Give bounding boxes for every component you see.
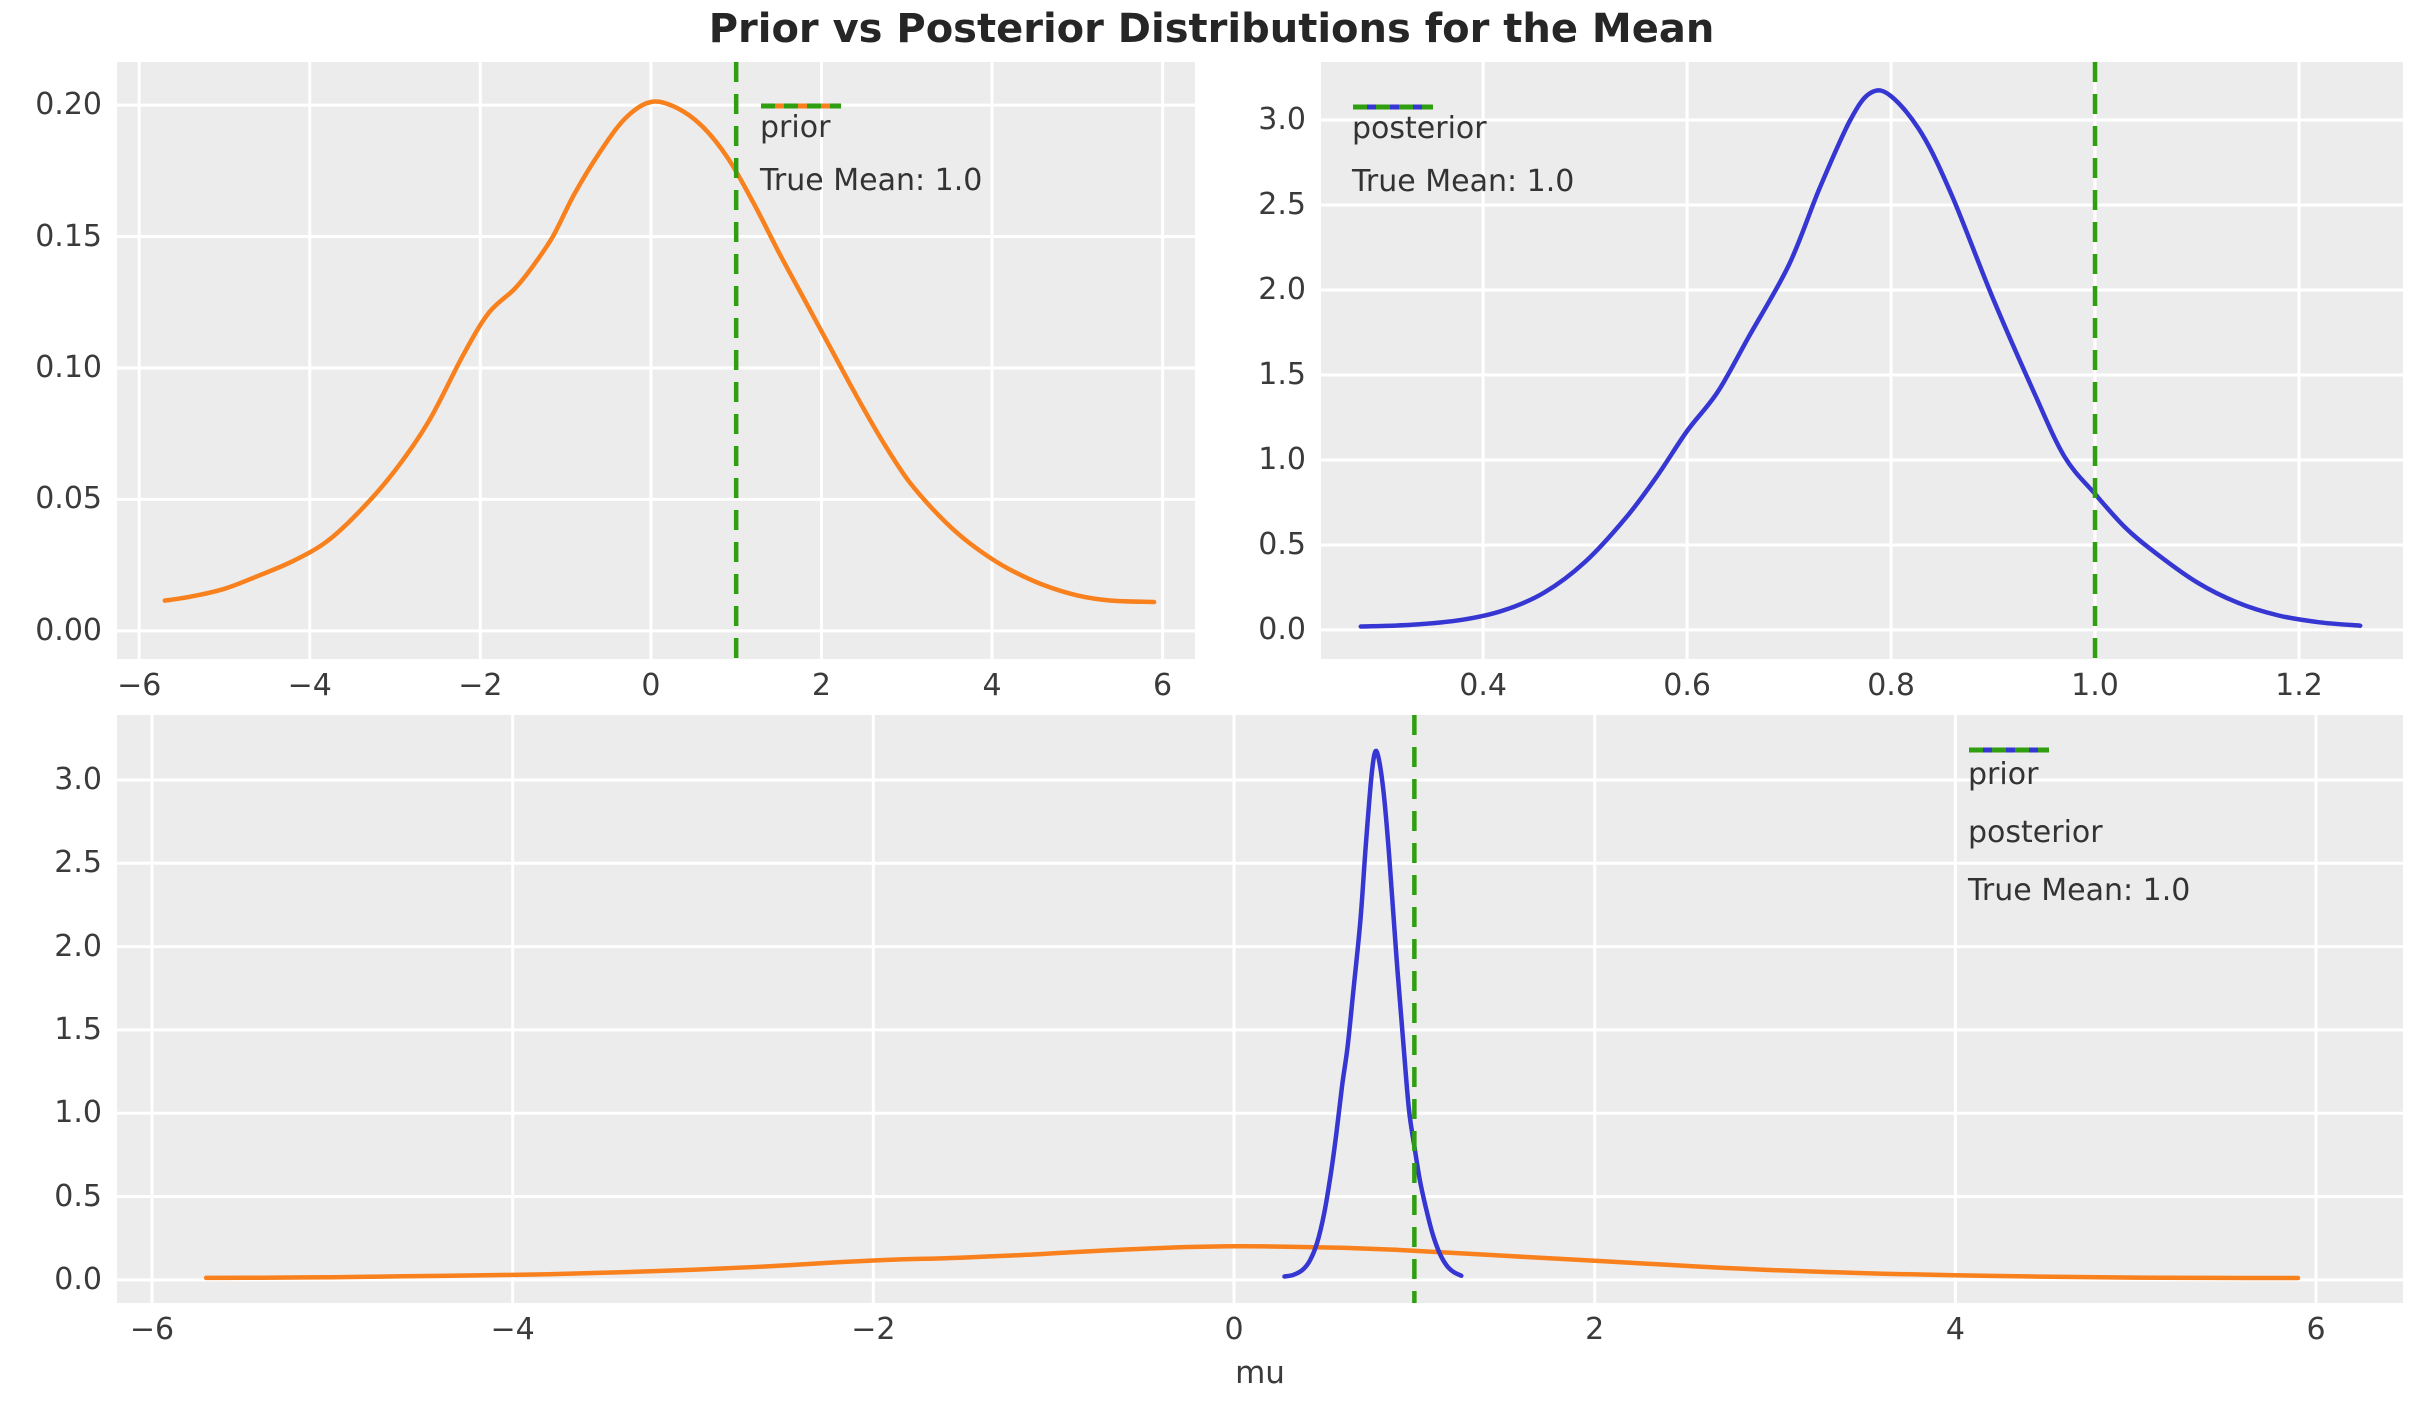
legend-label: prior [1968,756,2039,792]
legend-label: True Mean: 1.0 [760,163,983,198]
y-tick-label: 0.0 [1258,611,1306,647]
combined-subplot: −6 −4 −2 0 2 4 6 0.0 0.5 1.0 1.5 2.0 2.5 3.0 mu prior po… [54,715,2403,1391]
x-tick-label: 0.6 [1663,668,1711,703]
legend: posterior True Mean: 1.0 [1352,102,1574,208]
y-tick-label: 3.0 [1258,101,1306,137]
x-tick-label: 2 [811,668,831,703]
legend-dashed-line-swatch [761,103,841,109]
legend-label: True Mean: 1.0 [1968,872,2191,908]
legend-label: posterior [1352,111,1487,146]
y-tick-label: 2.0 [54,928,102,964]
y-tick-label: 1.0 [1258,441,1306,477]
posterior-curve [1358,88,2363,629]
x-tick-label: −4 [287,668,332,703]
x-tick-label: −6 [117,668,162,703]
x-tick-label: 0.4 [1459,668,1507,703]
y-tick-label: 0.0 [54,1261,102,1297]
prior-subplot: −6 −4 −2 0 2 4 6 0.00 0.05 0.10 0.15 0.20 prior True … [35,62,1195,703]
x-tick-label: 0 [1224,1312,1244,1347]
posterior-plot-canvas [1321,62,2403,659]
y-tick-label: 2.5 [1258,186,1306,222]
legend: prior True Mean: 1.0 [760,101,982,207]
x-tick-label: 1.2 [2275,668,2323,703]
legend-entry: True Mean: 1.0 [760,103,983,207]
y-tick-label: 0.10 [35,349,102,385]
x-tick-label: 0.8 [1867,668,1915,703]
y-tick-label: 2.0 [1258,271,1306,307]
y-tick-label: 0.05 [35,481,102,517]
x-tick-label: −4 [490,1312,535,1347]
legend-label: posterior [1968,814,2103,850]
y-tick-label: 3.0 [54,761,102,797]
legend-entry: posterior [1352,102,1574,155]
axes-background [117,715,2403,1303]
x-axis-label: mu [1235,1355,1285,1391]
prior-curve [162,99,1157,605]
x-tick-label: −6 [129,1312,175,1347]
y-tick-label: 2.5 [54,845,102,881]
x-tick-label: 1.0 [2071,668,2119,703]
legend: prior posterior True Mean: 1.0 [1968,745,2190,919]
combined-plot-canvas [117,715,2403,1303]
x-tick-label: 6 [1153,668,1173,703]
y-tick-label: 0.20 [35,87,102,123]
y-tick-label: 0.5 [1258,526,1306,562]
y-tick-label: 0.15 [35,218,102,254]
x-tick-label: 2 [1585,1312,1605,1347]
legend-entry: posterior [1968,747,2190,861]
axes-background [1321,62,2403,659]
y-tick-label: 1.0 [54,1095,102,1131]
legend-dashed-line-swatch [1353,104,1433,110]
x-tick-label: −2 [458,668,503,703]
prior-curve [203,1244,2301,1281]
x-tick-label: 0 [641,668,661,703]
legend-label: True Mean: 1.0 [1352,164,1575,199]
x-tick-label: 6 [2306,1312,2326,1347]
legend-entry: True Mean: 1.0 [1352,104,1575,208]
x-tick-label: 4 [1945,1312,1965,1347]
legend-entry: prior [760,101,982,154]
prior-plot-canvas [117,62,1195,659]
legend-entry: True Mean: 1.0 [1968,747,2191,919]
y-tick-label: 1.5 [54,1011,102,1047]
figure-title: Prior vs Posterior Distributions for the… [708,6,1715,52]
y-tick-label: 0.5 [54,1178,102,1214]
legend-dashed-line-swatch [1969,747,2049,753]
x-tick-label: −2 [851,1312,896,1347]
legend-label: prior [760,110,831,145]
posterior-subplot: 0.4 0.6 0.8 1.0 1.2 0.0 0.5 1.0 1.5 2.0 2.5 3.0 post… [1258,62,2403,703]
y-tick-label: 0.00 [35,612,102,648]
posterior-curve [1282,748,1464,1279]
y-tick-label: 1.5 [1258,356,1306,392]
x-tick-label: 4 [982,668,1002,703]
